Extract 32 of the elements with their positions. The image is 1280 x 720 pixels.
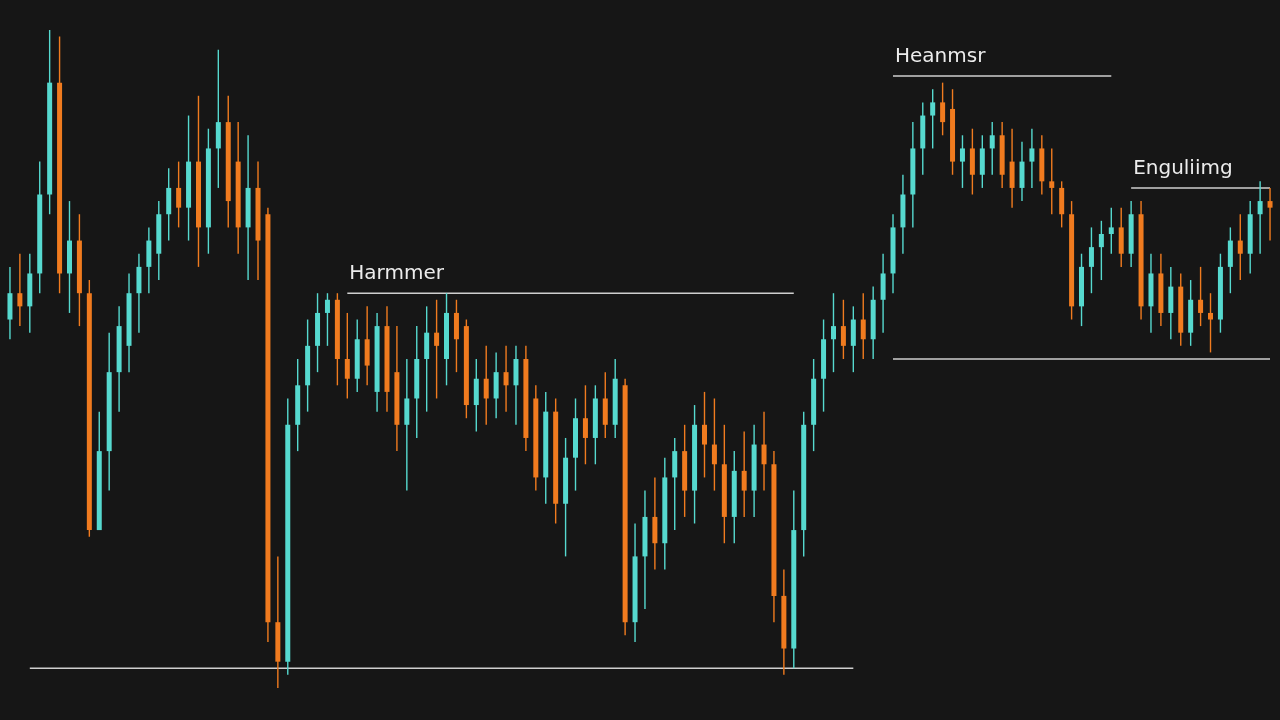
candlestick bbox=[582, 384, 588, 465]
candlestick bbox=[344, 312, 350, 400]
candlestick bbox=[503, 345, 509, 413]
candlestick bbox=[1098, 220, 1104, 281]
candlestick bbox=[959, 134, 965, 189]
series-label: Heanmsr bbox=[895, 43, 987, 68]
candlestick bbox=[989, 121, 995, 176]
candlestick bbox=[711, 397, 717, 492]
candlestick bbox=[860, 292, 866, 360]
candlestick bbox=[434, 299, 440, 400]
candlestick bbox=[1049, 147, 1055, 215]
candlestick bbox=[1088, 226, 1094, 294]
candlestick bbox=[1108, 206, 1114, 255]
candlestick bbox=[1237, 213, 1243, 281]
candlestick bbox=[930, 88, 936, 150]
series-label: Harmmer bbox=[349, 260, 445, 285]
candlestick bbox=[176, 160, 182, 229]
candlestick bbox=[1208, 292, 1214, 354]
candlestick bbox=[324, 292, 330, 347]
candlestick bbox=[17, 253, 23, 327]
candlestick bbox=[830, 292, 836, 373]
candlestick bbox=[701, 391, 707, 479]
candlestick bbox=[1267, 187, 1273, 242]
candlestick bbox=[1198, 266, 1204, 327]
candlestick bbox=[1257, 180, 1263, 255]
candlestick bbox=[1029, 127, 1035, 189]
candlestick bbox=[840, 299, 846, 360]
candlestick bbox=[940, 81, 946, 136]
candlestick bbox=[741, 430, 747, 518]
candlestick bbox=[761, 410, 767, 492]
series-label: Enguliimg bbox=[1133, 154, 1233, 179]
candlestick bbox=[483, 345, 489, 426]
